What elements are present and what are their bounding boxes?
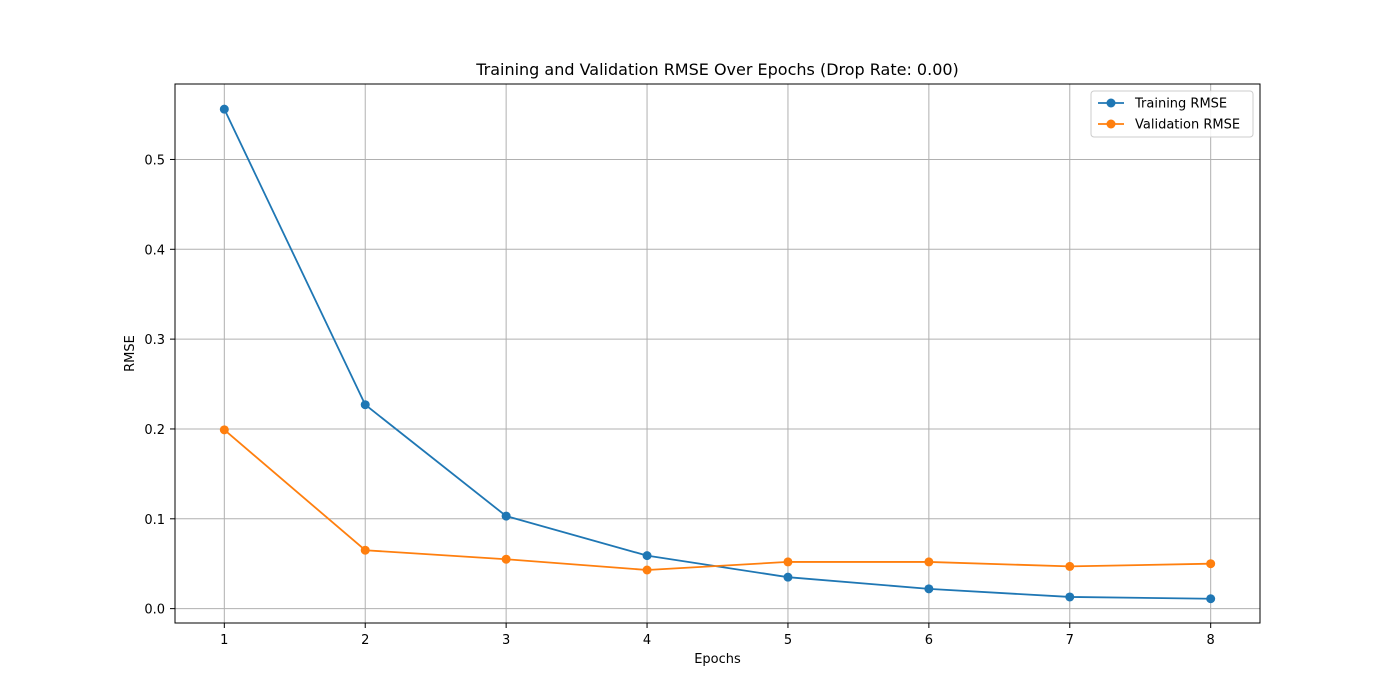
y-tick-label: 0.0	[144, 603, 165, 618]
y-tick-label: 0.5	[144, 153, 165, 168]
data-point	[924, 557, 934, 567]
data-point	[1065, 561, 1075, 571]
data-point	[1206, 594, 1216, 604]
y-tick-label: 0.3	[144, 333, 165, 348]
data-point	[219, 104, 229, 114]
y-tick-label: 0.4	[144, 243, 165, 258]
plot-frame	[174, 83, 1261, 624]
x-axis-label: Epochs	[694, 652, 741, 667]
series-layer	[219, 104, 1216, 604]
grid	[175, 84, 1260, 623]
x-tick-label: 6	[925, 633, 933, 648]
x-tick-label: 7	[1066, 633, 1074, 648]
series-line	[223, 429, 1211, 571]
data-point	[360, 545, 370, 555]
data-point	[219, 425, 229, 435]
legend-label: Training RMSE	[1134, 97, 1227, 112]
data-point	[783, 557, 793, 567]
y-tick-label: 0.2	[144, 423, 165, 438]
x-tick-label: 3	[502, 633, 510, 648]
data-point	[501, 511, 511, 521]
data-point	[642, 551, 652, 561]
x-tick-label: 1	[220, 633, 228, 648]
axes: 1 2 3 4 5 6 7 8 0.0 0.1 0.2 0.3 0.4 0.5	[144, 153, 1215, 648]
legend-box	[1090, 90, 1254, 138]
y-axis-label: RMSE	[123, 335, 138, 372]
legend-item: Training RMSE	[1098, 97, 1227, 112]
x-tick-label: 5	[784, 633, 792, 648]
legend: Training RMSE Validation RMSE	[1090, 90, 1254, 138]
legend-marker	[1106, 119, 1116, 129]
series-2	[219, 425, 1216, 575]
x-tick-label: 8	[1207, 633, 1215, 648]
x-tick-label: 2	[361, 633, 369, 648]
legend-marker	[1106, 98, 1116, 108]
chart-title: Training and Validation RMSE Over Epochs…	[475, 60, 959, 79]
data-point	[783, 572, 793, 582]
legend-item: Validation RMSE	[1098, 118, 1240, 133]
data-point	[501, 554, 511, 564]
data-point	[642, 565, 652, 575]
data-point	[924, 584, 934, 594]
data-point	[360, 400, 370, 410]
data-point	[1206, 559, 1216, 569]
legend-label: Validation RMSE	[1135, 118, 1240, 133]
data-point	[1065, 592, 1075, 602]
x-tick-label: 4	[643, 633, 651, 648]
y-tick-label: 0.1	[144, 513, 165, 528]
